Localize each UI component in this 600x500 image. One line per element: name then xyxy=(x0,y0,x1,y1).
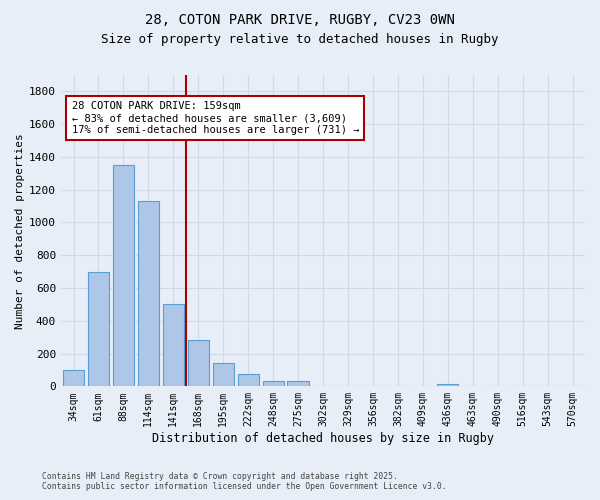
Bar xyxy=(437,384,458,386)
Bar xyxy=(163,304,184,386)
Text: 28, COTON PARK DRIVE, RUGBY, CV23 0WN: 28, COTON PARK DRIVE, RUGBY, CV23 0WN xyxy=(145,12,455,26)
Text: 28 COTON PARK DRIVE: 159sqm
← 83% of detached houses are smaller (3,609)
17% of : 28 COTON PARK DRIVE: 159sqm ← 83% of det… xyxy=(71,102,359,134)
Bar xyxy=(138,201,159,386)
X-axis label: Distribution of detached houses by size in Rugby: Distribution of detached houses by size … xyxy=(152,432,494,445)
Bar xyxy=(287,382,308,386)
Y-axis label: Number of detached properties: Number of detached properties xyxy=(15,133,25,328)
Text: Contains public sector information licensed under the Open Government Licence v3: Contains public sector information licen… xyxy=(42,482,446,491)
Text: Size of property relative to detached houses in Rugby: Size of property relative to detached ho… xyxy=(101,32,499,46)
Bar xyxy=(188,340,209,386)
Text: Contains HM Land Registry data © Crown copyright and database right 2025.: Contains HM Land Registry data © Crown c… xyxy=(42,472,398,481)
Bar xyxy=(212,362,234,386)
Bar xyxy=(63,370,84,386)
Bar xyxy=(113,165,134,386)
Bar xyxy=(88,272,109,386)
Bar xyxy=(238,374,259,386)
Bar xyxy=(263,382,284,386)
